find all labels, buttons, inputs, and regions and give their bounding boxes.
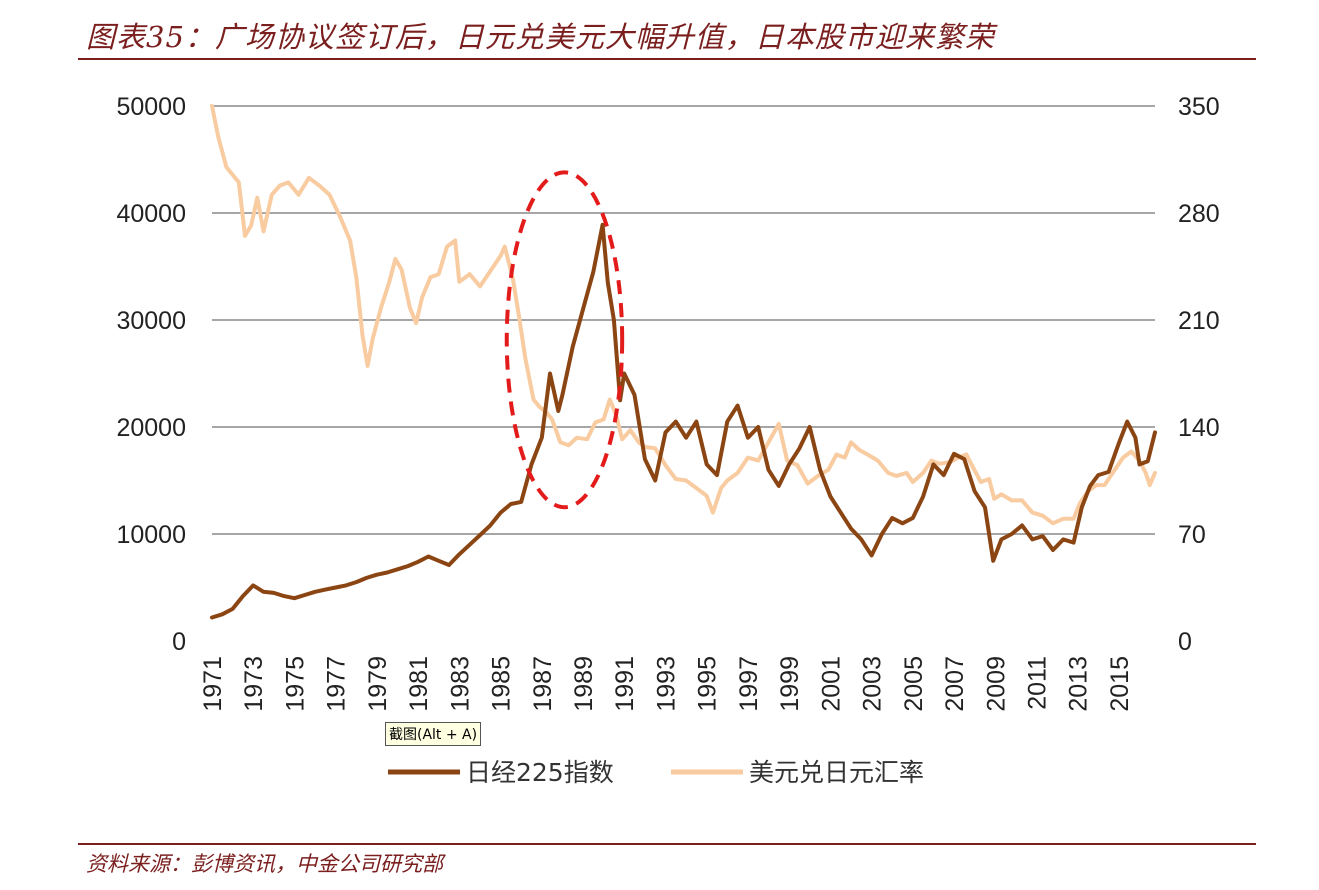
- right-tick-label: 350: [1178, 93, 1220, 121]
- nikkei-series-line: [210, 222, 1157, 620]
- x-tick-label: 2009: [982, 656, 1010, 712]
- right-tick-label: 210: [1178, 307, 1220, 335]
- x-tick-label: 1975: [281, 656, 309, 712]
- highlight-ellipse: [504, 170, 625, 510]
- x-tick-label: 1999: [776, 656, 804, 712]
- x-tick-label: 1997: [735, 656, 763, 712]
- left-tick-label: 10000: [116, 521, 186, 549]
- legend: 日经225指数 美元兑日元汇率: [388, 758, 924, 787]
- right-tick-label: 0: [1178, 628, 1192, 656]
- x-tick-label: 1995: [694, 656, 722, 712]
- x-tick-label: 1985: [488, 656, 516, 712]
- left-tick-label: 30000: [116, 307, 186, 335]
- legend-label-fx: 美元兑日元汇率: [749, 758, 924, 787]
- legend-label-nikkei: 日经225指数: [466, 758, 614, 787]
- x-tick-label: 1991: [611, 656, 639, 712]
- chart-title: 图表35：广场协议签订后，日元兑美元大幅升值，日本股市迎来繁荣: [86, 20, 995, 54]
- x-tick-label: 1973: [240, 656, 268, 712]
- x-tick-label: 2003: [859, 656, 887, 712]
- x-tick-label: 2013: [1065, 656, 1093, 712]
- right-tick-label: 140: [1178, 414, 1220, 442]
- x-tick-label: 1979: [364, 656, 392, 712]
- x-tick-label: 1983: [446, 656, 474, 712]
- right-tick-label: 280: [1178, 200, 1220, 228]
- highlight-layer: [504, 170, 625, 510]
- x-tick-label: 2001: [817, 656, 845, 712]
- screenshot-tooltip: 截图(Alt + A): [385, 722, 482, 746]
- x-tick-label: 2007: [941, 656, 969, 712]
- left-tick-label: 40000: [116, 200, 186, 228]
- x-tick-label: 1981: [405, 656, 433, 712]
- right-tick-label: 70: [1178, 521, 1206, 549]
- right-axis: 0 70 140 210 280 350: [1178, 93, 1220, 656]
- bottom-divider: [78, 843, 1256, 845]
- fx-series-line: [210, 104, 1157, 526]
- x-tick-label: 1989: [570, 656, 598, 712]
- left-tick-label: 50000: [116, 93, 186, 121]
- x-tick-label: 2015: [1106, 656, 1134, 712]
- left-tick-label: 20000: [116, 414, 186, 442]
- left-tick-label: 0: [172, 628, 186, 656]
- left-axis: 0 10000 20000 30000 40000 50000: [116, 93, 186, 656]
- x-tick-label: 1977: [323, 656, 351, 712]
- x-tick-label: 1993: [652, 656, 680, 712]
- top-divider: [78, 58, 1256, 60]
- x-tick-label: 2005: [900, 656, 928, 712]
- x-tick-label: 1971: [199, 656, 227, 712]
- source-note: 资料来源：彭博资讯，中金公司研究部: [86, 852, 443, 876]
- x-tick-label: 1987: [529, 656, 557, 712]
- series-layer: [210, 104, 1157, 620]
- x-tick-label: 2011: [1023, 656, 1051, 710]
- grid-lines: [212, 105, 1155, 535]
- x-axis: 1971 1973 1975 1977 1979 1981 1983 1985 1987 1989…: [199, 656, 1134, 712]
